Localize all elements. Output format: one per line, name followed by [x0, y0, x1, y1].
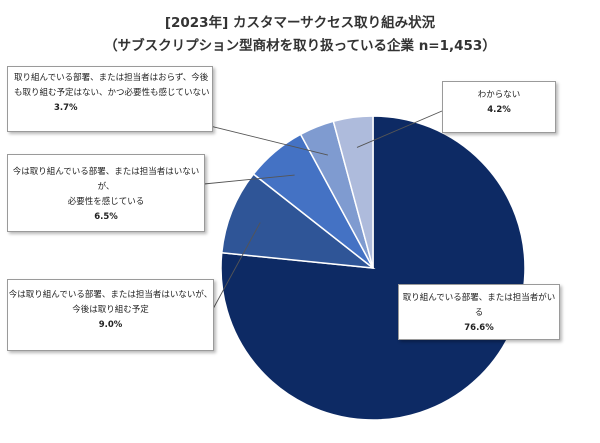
pie-slice-4: [332, 115, 374, 269]
callout-box-s3: 取り組んでいる部署、または担当者はおらず、今後 も取り組む予定はない、かつ必要性…: [7, 66, 213, 132]
callout-label-s2-line2: 必要性を感じている: [67, 197, 145, 207]
callout-label-s0: 取り組んでいる部署、または担当者がいる: [402, 293, 556, 318]
callout-box-s0: 取り組んでいる部署、または担当者がいる 76.6%: [398, 284, 560, 340]
callout-pct-s2: 6.5%: [94, 212, 118, 222]
callout-label-s1-line2: 今後は取り組む予定: [72, 305, 149, 315]
callout-label-s2-line1: 今は取り組んでいる部署、または担当者はいないが、: [12, 167, 200, 192]
chart-title-line1: [2023年] カスタマーサクセス取り組み状況: [164, 15, 436, 31]
chart-title-line2: （サブスクリプション型商材を取り扱っている企業 n=1,453）: [104, 38, 496, 54]
callout-label-s4: わからない: [477, 90, 521, 100]
pie-slice-1: [220, 173, 376, 270]
leader-line-1: [212, 222, 261, 310]
callout-pct-s4: 4.2%: [487, 105, 511, 115]
callout-box-s1: 今は取り組んでいる部署、または担当者はいないが、 今後は取り組む予定 9.0%: [7, 279, 214, 351]
leader-line-4: [356, 110, 443, 148]
callout-label-s3-line1: 取り組んでいる部署、または担当者はおらず、今後: [14, 73, 209, 83]
leader-line-3: [205, 124, 328, 156]
callout-pct-s3: 3.7%: [54, 103, 78, 113]
callout-box-s2: 今は取り組んでいる部署、または担当者はいないが、 必要性を感じている 6.5%: [7, 154, 205, 232]
callout-pct-s0: 76.6%: [464, 323, 494, 333]
callout-label-s1-line1: 今は取り組んでいる部署、または担当者はいないが、: [8, 290, 213, 300]
callout-pct-s1: 9.0%: [98, 320, 123, 330]
callout-box-s4: わからない 4.2%: [442, 81, 556, 133]
chart-title: [2023年] カスタマーサクセス取り組み状況 （サブスクリプション型商材を取り…: [0, 12, 600, 58]
leader-line-2: [203, 174, 295, 185]
callout-label-s3-line2: も取り組む予定はない、かつ必要性も感じていない: [14, 88, 210, 98]
